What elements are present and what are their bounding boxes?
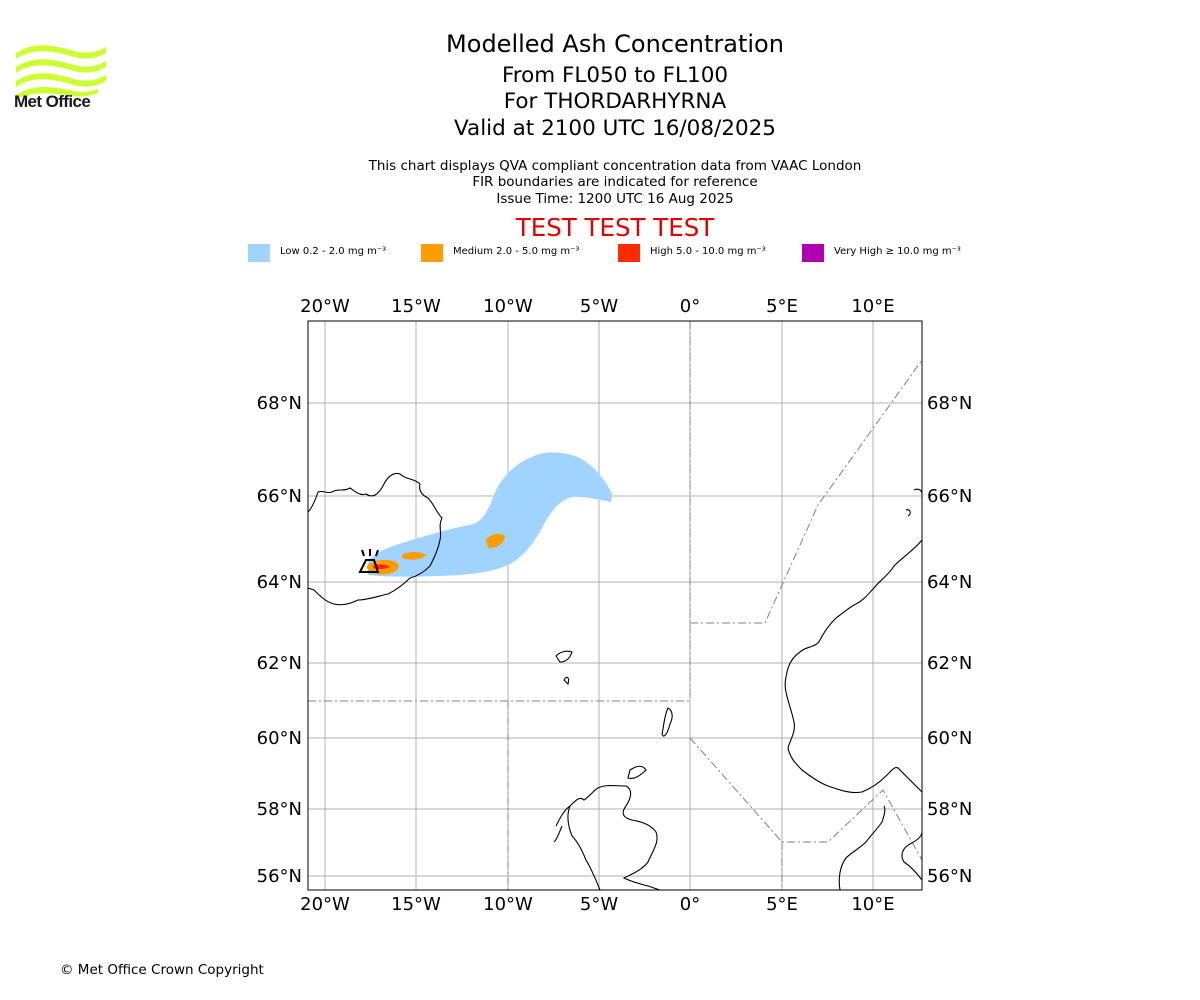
chart-title: Modelled Ash Concentration <box>446 30 784 58</box>
lon-label: 0° <box>680 296 700 317</box>
ash-plume-low <box>368 452 612 577</box>
test-banner: TEST TEST TEST <box>515 213 715 242</box>
fir-boundaries <box>308 321 922 890</box>
lat-label: 66°N <box>927 486 972 507</box>
coastlines <box>308 472 922 890</box>
copyright: © Met Office Crown Copyright <box>60 962 264 978</box>
shetland-coastline <box>661 707 673 737</box>
gridlines <box>308 321 922 890</box>
lon-label: 15°W <box>391 894 441 915</box>
lat-label: 60°N <box>257 728 302 749</box>
legend-swatch-high <box>618 244 640 262</box>
iceland-coastline <box>308 472 443 606</box>
lat-label: 64°N <box>927 572 972 593</box>
lat-label: 58°N <box>927 799 972 820</box>
lat-label: 68°N <box>927 393 972 414</box>
lat-label: 62°N <box>927 653 972 674</box>
valid-time: Valid at 2100 UTC 16/08/2025 <box>453 116 776 141</box>
hebrides-coastline <box>553 805 571 843</box>
norway-interior <box>905 488 922 517</box>
lat-label: 56°N <box>927 866 972 887</box>
legend-label-low: Low 0.2 - 2.0 mg m⁻³ <box>280 246 387 257</box>
legend: Low 0.2 - 2.0 mg m⁻³ Medium 2.0 - 5.0 mg… <box>0 244 1200 264</box>
lon-label: 5°E <box>766 296 798 317</box>
lat-label: 60°N <box>927 728 972 749</box>
legend-swatch-medium <box>421 244 443 262</box>
legend-label-medium: Medium 2.0 - 5.0 mg m⁻³ <box>453 246 580 257</box>
faroe-coastline <box>555 650 573 686</box>
sweden-coastline <box>901 831 922 881</box>
lat-label: 64°N <box>257 572 302 593</box>
legend-swatch-very-high <box>802 244 824 262</box>
lon-label: 5°E <box>766 894 798 915</box>
lon-label: 0° <box>680 894 700 915</box>
lat-label: 62°N <box>257 653 302 674</box>
map-frame <box>307 320 923 891</box>
lon-label: 10°W <box>483 894 533 915</box>
ash-plume-medium-3 <box>486 533 505 549</box>
description: This chart displays QVA compliant concen… <box>368 158 862 174</box>
lon-labels-top: 20°W 15°W 10°W 5°W 0° 5°E 10°E <box>300 296 894 317</box>
legend-label-high: High 5.0 - 10.0 mg m⁻³ <box>650 246 766 257</box>
denmark-coastline <box>838 805 886 890</box>
lon-label: 5°W <box>580 894 618 915</box>
lon-label: 20°W <box>300 894 350 915</box>
logo-text: Met Office <box>14 92 91 111</box>
norway-coastline <box>784 539 922 794</box>
lat-labels-right: 68°N 66°N 64°N 62°N 60°N 58°N 56°N <box>927 393 972 887</box>
lon-label: 15°W <box>391 296 441 317</box>
lon-label: 10°E <box>851 894 894 915</box>
lon-label: 5°W <box>580 296 618 317</box>
lat-label: 68°N <box>257 393 302 414</box>
legend-swatch-low <box>248 244 270 262</box>
volcano-name: For THORDARHYRNA <box>503 89 727 114</box>
lon-label: 20°W <box>300 296 350 317</box>
lat-label: 66°N <box>257 486 302 507</box>
lat-labels-left: 68°N 66°N 64°N 62°N 60°N 58°N 56°N <box>257 393 302 887</box>
volcano-icon <box>358 549 380 573</box>
fir-note: FIR boundaries are indicated for referen… <box>472 174 758 190</box>
orkney-coastline <box>627 765 647 780</box>
ash-plume-medium-2 <box>402 552 426 560</box>
lon-label: 10°W <box>483 296 533 317</box>
lon-label: 10°E <box>851 296 894 317</box>
lat-label: 56°N <box>257 866 302 887</box>
flight-levels: From FL050 to FL100 <box>501 63 729 88</box>
lon-labels-bottom: 20°W 15°W 10°W 5°W 0° 5°E 10°E <box>300 894 894 915</box>
scotland-coastline <box>567 784 661 890</box>
met-office-logo <box>16 45 106 99</box>
legend-label-very-high: Very High ≥ 10.0 mg m⁻³ <box>834 246 961 257</box>
issue-time: Issue Time: 1200 UTC 16 Aug 2025 <box>496 191 734 207</box>
lat-label: 58°N <box>257 799 302 820</box>
